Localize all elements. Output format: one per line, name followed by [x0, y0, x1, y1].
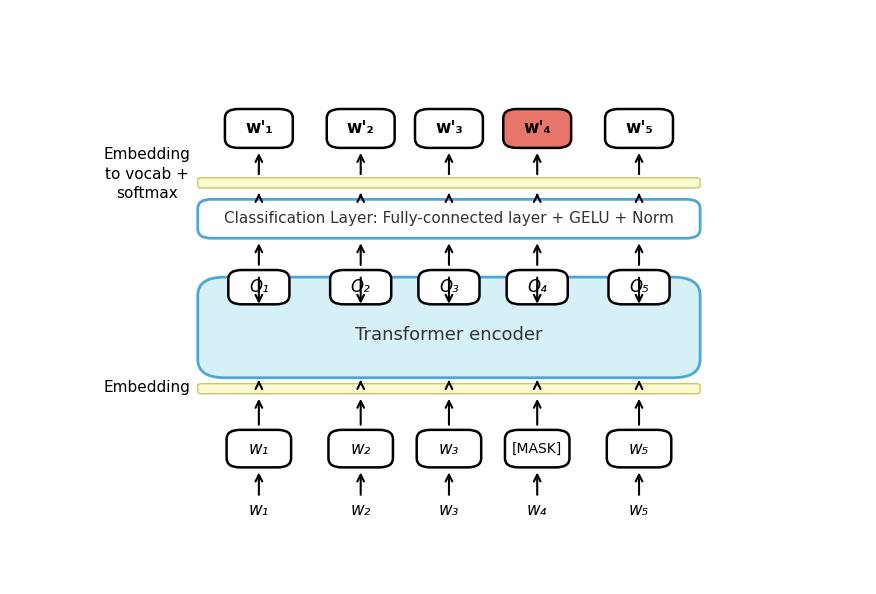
FancyBboxPatch shape — [198, 277, 700, 378]
FancyBboxPatch shape — [198, 178, 700, 188]
FancyBboxPatch shape — [328, 430, 393, 467]
FancyBboxPatch shape — [198, 200, 700, 238]
Text: w₃: w₃ — [439, 501, 459, 519]
Text: w₄: w₄ — [527, 501, 548, 519]
FancyBboxPatch shape — [417, 430, 481, 467]
Text: w₁: w₁ — [249, 501, 269, 519]
Text: w₂: w₂ — [350, 440, 371, 457]
FancyBboxPatch shape — [503, 109, 571, 148]
FancyBboxPatch shape — [198, 384, 700, 394]
Text: O₄: O₄ — [527, 278, 548, 296]
Text: w'₄: w'₄ — [523, 119, 551, 137]
Text: w₅: w₅ — [629, 501, 649, 519]
Text: Classification Layer: Fully-connected layer + GELU + Norm: Classification Layer: Fully-connected la… — [224, 211, 674, 226]
Text: w'₁: w'₁ — [245, 119, 272, 137]
Text: Embedding
to vocab +
softmax: Embedding to vocab + softmax — [103, 147, 190, 201]
Text: Transformer encoder: Transformer encoder — [355, 327, 543, 345]
FancyBboxPatch shape — [605, 109, 673, 148]
FancyBboxPatch shape — [415, 109, 483, 148]
Text: O₅: O₅ — [629, 278, 649, 296]
FancyBboxPatch shape — [227, 430, 291, 467]
FancyBboxPatch shape — [229, 270, 289, 304]
Text: Embedding: Embedding — [103, 380, 190, 395]
Text: w₂: w₂ — [350, 501, 371, 519]
FancyBboxPatch shape — [505, 430, 569, 467]
Text: w'₂: w'₂ — [347, 119, 375, 137]
Text: w₁: w₁ — [249, 440, 269, 457]
FancyBboxPatch shape — [607, 430, 671, 467]
Text: w'₅: w'₅ — [625, 119, 653, 137]
FancyBboxPatch shape — [506, 270, 568, 304]
Text: w'₃: w'₃ — [435, 119, 463, 137]
Text: [MASK]: [MASK] — [512, 441, 562, 456]
Text: w₅: w₅ — [629, 440, 649, 457]
Text: O₁: O₁ — [249, 278, 269, 296]
Text: O₂: O₂ — [350, 278, 371, 296]
Text: w₃: w₃ — [439, 440, 459, 457]
FancyBboxPatch shape — [419, 270, 479, 304]
Text: O₃: O₃ — [439, 278, 459, 296]
FancyBboxPatch shape — [225, 109, 293, 148]
FancyBboxPatch shape — [327, 109, 394, 148]
FancyBboxPatch shape — [330, 270, 392, 304]
FancyBboxPatch shape — [609, 270, 669, 304]
